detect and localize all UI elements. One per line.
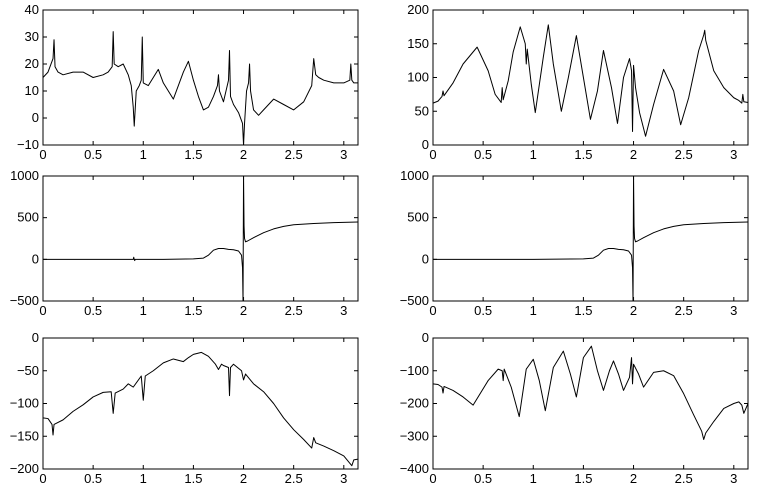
x-tick-label: 2.5 — [285, 147, 303, 162]
x-tick-label: 2 — [240, 471, 247, 486]
x-tick-label: 0 — [429, 303, 436, 318]
y-tick-label: 100 — [407, 70, 429, 85]
x-tick-label: 3 — [730, 303, 737, 318]
y-tick-label: −200 — [400, 396, 429, 411]
y-tick-label: 500 — [17, 210, 39, 225]
x-tick-label: 2.5 — [675, 147, 693, 162]
y-tick-label: 0 — [422, 251, 429, 266]
y-tick-label: 30 — [25, 29, 39, 44]
plot-frame — [432, 9, 749, 146]
y-tick-label: 0 — [32, 251, 39, 266]
y-tick-label: 0 — [422, 330, 429, 345]
y-tick-label: 150 — [407, 36, 429, 51]
y-tick-label: 200 — [407, 2, 429, 17]
y-tick-label: 0 — [422, 137, 429, 152]
x-tick-label: 1 — [530, 147, 537, 162]
series-line — [433, 175, 749, 302]
series-line — [42, 351, 359, 467]
plot-frame — [42, 175, 359, 302]
series-line — [432, 24, 749, 137]
x-tick-label: 3 — [340, 147, 347, 162]
chart-panel-5: 0 0.5 1 1.5 2 2.5 3 −200 −150 −100 −50 0 — [10, 330, 359, 486]
x-tick-label: 1.5 — [574, 471, 592, 486]
x-tick-label: 1 — [140, 471, 147, 486]
x-tick-label: 2 — [630, 147, 637, 162]
y-tick-label: −500 — [10, 293, 39, 308]
x-tick-label: 0.5 — [474, 471, 492, 486]
y-tick-label: 0 — [32, 330, 39, 345]
y-tick-label: 20 — [25, 56, 39, 71]
y-tick-label: 50 — [415, 103, 429, 118]
x-tick-label: 0.5 — [474, 303, 492, 318]
x-tick-label: 0.5 — [84, 303, 102, 318]
chart-panel-6: 0 0.5 1 1.5 2 2.5 3 −400 −300 −200 −100 0 — [400, 330, 749, 486]
x-tick-label: 1.5 — [184, 471, 202, 486]
y-tick-label: −10 — [17, 137, 39, 152]
x-tick-label: 1.5 — [184, 303, 202, 318]
y-tick-label: −100 — [400, 363, 429, 378]
x-tick-label: 2.5 — [285, 303, 303, 318]
x-tick-label: 0 — [39, 147, 46, 162]
y-tick-label: 1000 — [400, 168, 429, 183]
x-tick-label: 0.5 — [84, 471, 102, 486]
series-line — [432, 345, 749, 441]
x-tick-label: 3 — [730, 471, 737, 486]
y-tick-label: −500 — [400, 293, 429, 308]
chart-panel-2: 0 0.5 1 1.5 2 2.5 3 0 50 100 150 200 — [407, 2, 749, 162]
plot-frame — [432, 175, 749, 302]
x-tick-label: 0.5 — [474, 147, 492, 162]
x-tick-label: 2.5 — [285, 471, 303, 486]
plot-frame — [432, 337, 749, 470]
plot-frame — [42, 337, 359, 470]
x-tick-label: 2 — [240, 303, 247, 318]
x-tick-label: 1.5 — [184, 147, 202, 162]
x-tick-label: 2.5 — [675, 471, 693, 486]
x-tick-label: 2.5 — [675, 303, 693, 318]
y-tick-label: 0 — [32, 110, 39, 125]
x-tick-label: 1 — [140, 303, 147, 318]
y-tick-label: −200 — [10, 461, 39, 476]
y-tick-label: −300 — [400, 428, 429, 443]
x-tick-label: 1.5 — [574, 303, 592, 318]
x-tick-label: 1.5 — [574, 147, 592, 162]
y-tick-label: −50 — [17, 363, 39, 378]
y-tick-label: −150 — [10, 428, 39, 443]
y-tick-label: 40 — [25, 2, 39, 17]
x-tick-label: 3 — [340, 471, 347, 486]
x-tick-label: 1 — [140, 147, 147, 162]
x-tick-label: 1 — [530, 303, 537, 318]
y-tick-label: 1000 — [10, 168, 39, 183]
x-tick-label: 0 — [39, 471, 46, 486]
x-tick-label: 0 — [429, 147, 436, 162]
plot-frame — [42, 9, 359, 146]
x-tick-label: 0 — [429, 471, 436, 486]
x-tick-label: 2 — [630, 303, 637, 318]
y-tick-label: −400 — [400, 461, 429, 476]
y-tick-label: 10 — [25, 83, 39, 98]
x-tick-label: 3 — [340, 303, 347, 318]
x-tick-label: 1 — [530, 471, 537, 486]
x-tick-label: 0.5 — [84, 147, 102, 162]
x-tick-label: 2 — [240, 147, 247, 162]
y-tick-label: 500 — [407, 210, 429, 225]
x-tick-label: 2 — [630, 471, 637, 486]
series-line — [43, 175, 359, 302]
y-tick-label: −100 — [10, 396, 39, 411]
x-tick-label: 3 — [730, 147, 737, 162]
x-tick-label: 0 — [39, 303, 46, 318]
series-line — [42, 31, 358, 146]
